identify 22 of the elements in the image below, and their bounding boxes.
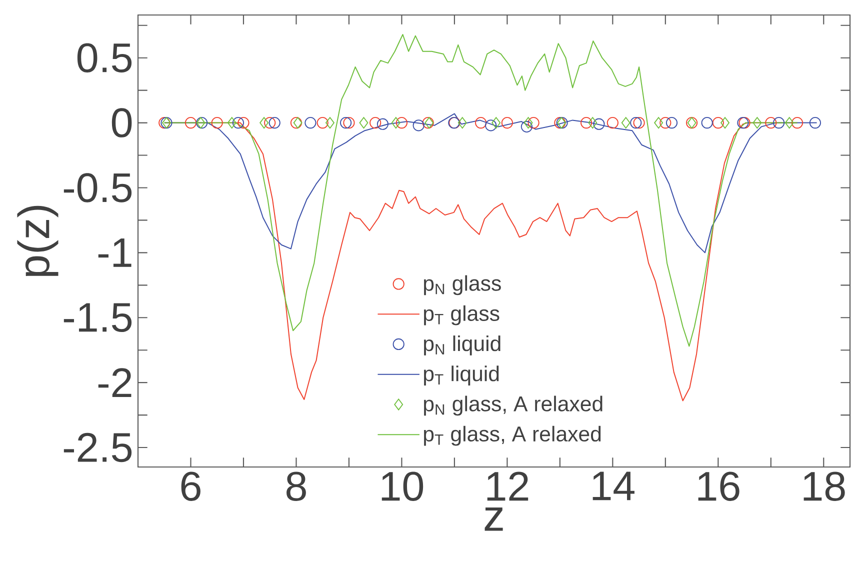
x-tick-label: 6 [181,472,200,501]
y-tick-label: -2.5 [64,432,132,462]
legend-label: p$_{T}$ liquid [424,366,499,386]
x-tick-label: 12 [487,472,528,501]
x-axis-title: z [484,507,503,531]
x-tick-label: 10 [382,472,424,501]
x-tick-label: 18 [804,472,845,501]
legend-label: p$_{N}$ liquid [424,335,500,356]
x-tick-label: 16 [698,472,740,501]
x-tick-label: 14 [592,472,634,500]
x-tick-label: 8 [286,472,306,501]
legend-label: p$_{N}$ glass, A relaxed [424,396,602,416]
y-tick-label: 0.5 [77,43,132,72]
legend-label: p$_{N}$ glass [424,275,501,296]
y-tick-label: -0.5 [64,173,132,202]
y-tick-label: -1.5 [64,303,132,332]
legend-label: p$_{T}$ glass [424,305,500,326]
y-tick-label: 0 [112,108,132,138]
y-tick-label: -1 [98,238,132,267]
legend-label: p$_{T}$ glass, A relaxed [424,426,601,446]
y-tick-label: -2 [98,368,132,398]
y-axis-title: p(z) [17,206,58,276]
